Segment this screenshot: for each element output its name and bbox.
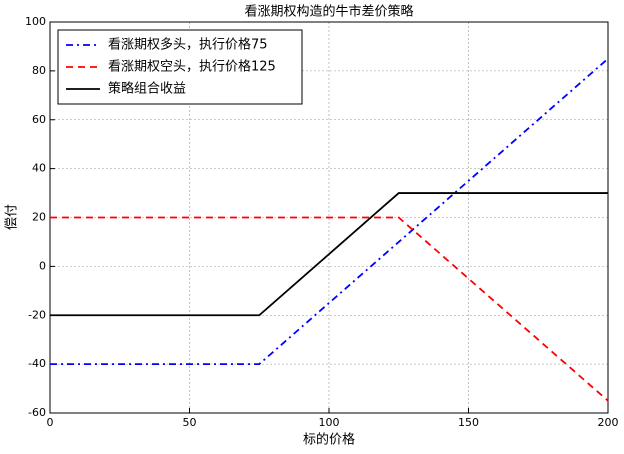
legend-label: 看涨期权空头，执行价格125 [108,59,276,75]
x-axis-label: 标的价格 [303,432,355,448]
x-tick-label: 0 [47,416,54,429]
y-tick-label: 60 [32,113,46,126]
y-tick-label: 40 [32,162,46,175]
series-line [50,57,609,366]
x-tick-label: 50 [183,416,197,429]
legend-box [57,29,303,105]
x-tick-label: 150 [458,416,479,429]
y-tick-label: 100 [25,15,46,28]
series-line [50,216,609,402]
x-tick-label: 200 [598,416,619,429]
y-tick-label: 0 [39,259,46,272]
y-tick-label: 80 [32,64,46,77]
series-line [50,192,608,317]
legend-label: 策略组合收益 [108,81,186,97]
y-tick-label: 20 [32,211,46,224]
y-tick-label: -40 [28,357,46,370]
y-tick-label: -60 [28,406,46,419]
y-tick-label: -20 [28,308,46,321]
y-axis-label: 偿付 [5,204,20,230]
legend-label: 看涨期权多头，执行价格75 [108,37,268,53]
chart-title: 看涨期权构造的牛市差价策略 [244,4,413,20]
x-tick-label: 100 [319,416,340,429]
